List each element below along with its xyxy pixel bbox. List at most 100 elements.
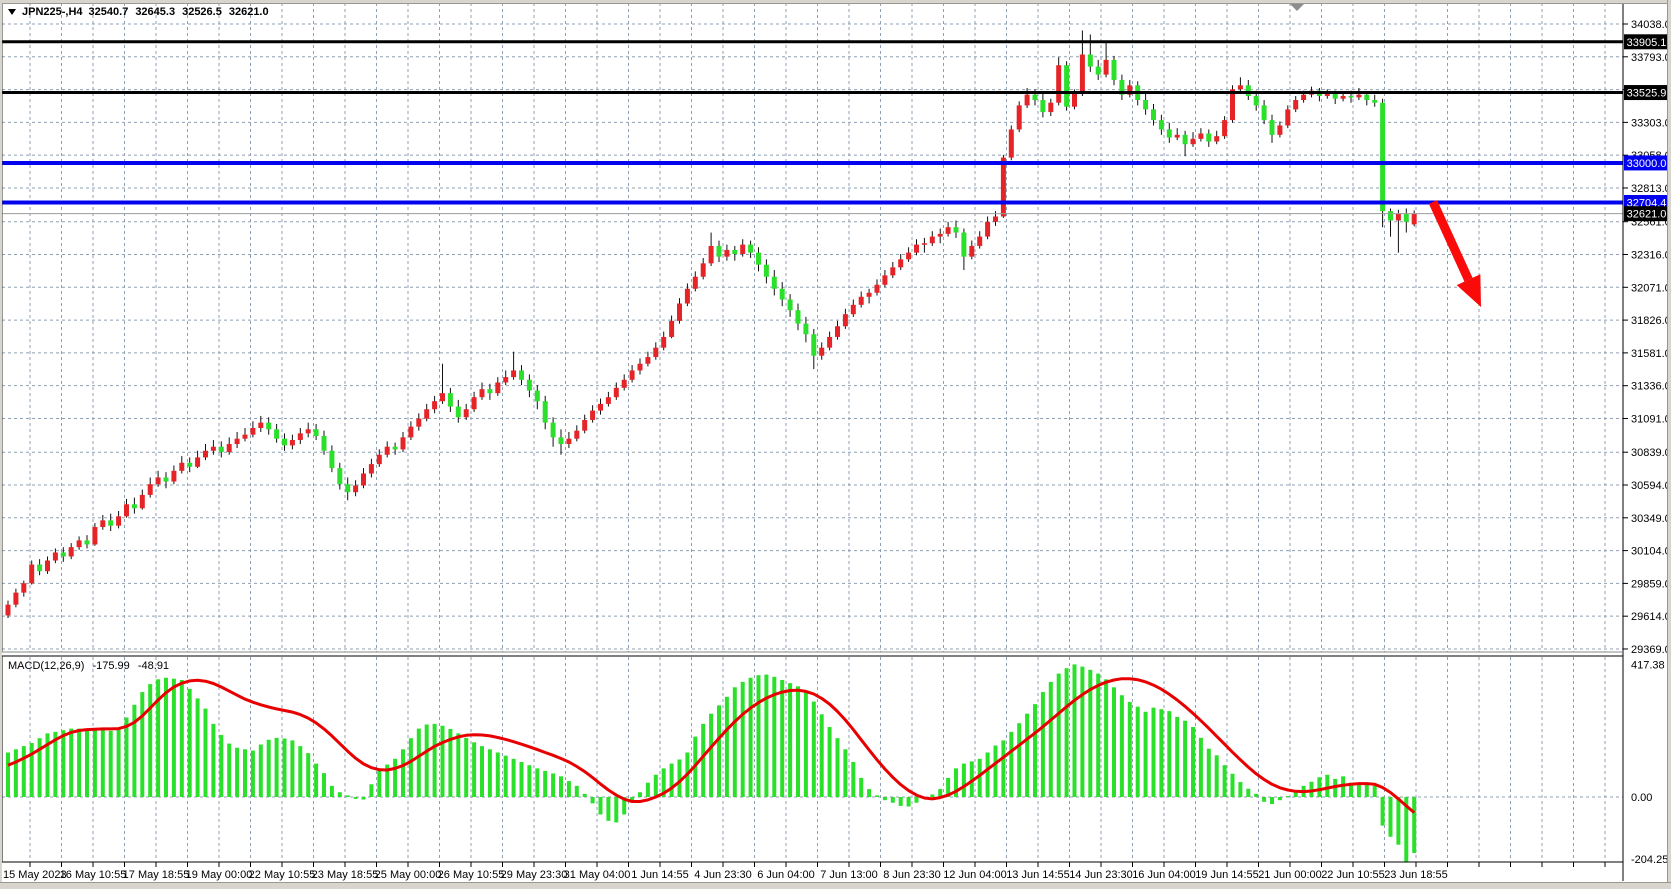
- macd-bar: [630, 797, 635, 802]
- macd-bar: [748, 677, 753, 797]
- macd-bar: [416, 728, 421, 797]
- macd-bar: [353, 797, 358, 799]
- macd-bar: [969, 761, 974, 797]
- price-axis-label: 30104.0: [1631, 546, 1671, 558]
- macd-scale-label: -204.25: [1631, 854, 1668, 866]
- macd-bar: [811, 701, 816, 797]
- candle: [226, 437, 232, 455]
- macd-bar: [1317, 777, 1322, 797]
- macd-bar: [724, 696, 729, 797]
- candle: [1277, 121, 1283, 138]
- time-axis-label: 31 May 04:00: [564, 869, 631, 881]
- macd-bar: [1175, 716, 1180, 797]
- macd-scale-label: 417.38: [1631, 659, 1665, 671]
- time-axis-label: 17 May 18:55: [123, 869, 190, 881]
- candle: [329, 445, 335, 473]
- macd-bar: [37, 738, 42, 797]
- candle: [1206, 129, 1212, 147]
- macd-bar: [187, 688, 192, 797]
- candle: [985, 216, 991, 240]
- candle: [1174, 128, 1180, 141]
- macd-bar: [203, 708, 208, 797]
- candle: [542, 395, 548, 430]
- macd-bar: [329, 785, 334, 797]
- macd-bar: [535, 768, 540, 797]
- macd-bar: [227, 743, 232, 797]
- candle: [819, 342, 825, 360]
- candle: [732, 245, 738, 261]
- macd-bar: [1293, 790, 1298, 797]
- macd-bar: [140, 692, 145, 797]
- macd-bar: [132, 704, 137, 797]
- ohlc-close: 32621.0: [228, 6, 269, 18]
- candle: [234, 431, 240, 449]
- ohlc-low: 32526.5: [182, 6, 222, 18]
- candle: [842, 308, 848, 329]
- macd-bar: [369, 784, 374, 797]
- candle: [969, 240, 975, 260]
- macd-bar: [456, 733, 461, 797]
- time-axis-label: 26 May 10:55: [438, 869, 505, 881]
- candle: [84, 535, 90, 549]
- price-badge-33000.0: 33000.0: [1624, 155, 1669, 171]
- macd-bar: [219, 734, 224, 797]
- macd-bar: [946, 777, 951, 797]
- price-badge-32621.0: 32621.0: [1624, 206, 1669, 222]
- macd-bar: [377, 769, 382, 797]
- macd-bar: [1009, 731, 1014, 797]
- candle: [400, 431, 406, 453]
- ohlc-high: 32645.3: [135, 6, 176, 18]
- macd-bar: [503, 755, 508, 797]
- macd-bar: [495, 752, 500, 797]
- macd-bar: [1017, 723, 1022, 797]
- candle: [661, 331, 667, 351]
- candle: [313, 423, 319, 441]
- candle: [811, 328, 817, 370]
- candle: [906, 247, 912, 262]
- price-axis-label: 29369.0: [1631, 644, 1671, 656]
- macd-bar: [13, 749, 18, 797]
- macd-bar: [1285, 796, 1290, 798]
- macd-bar: [1270, 797, 1274, 804]
- macd-bar: [1151, 707, 1156, 797]
- macd-bar: [1064, 668, 1069, 797]
- candle: [171, 465, 177, 485]
- candle: [163, 472, 169, 489]
- macd-bar: [1119, 695, 1124, 797]
- chart-shift-marker-icon[interactable]: [1290, 4, 1304, 11]
- candle: [708, 232, 714, 267]
- macd-bar: [1380, 797, 1385, 826]
- candle: [361, 468, 366, 489]
- candle: [376, 449, 382, 467]
- candle: [590, 405, 596, 423]
- candle: [1190, 132, 1196, 147]
- svg-text:33525.9: 33525.9: [1627, 88, 1667, 100]
- candle: [1127, 79, 1133, 98]
- macd-bar: [764, 674, 769, 797]
- candle: [1388, 208, 1393, 237]
- candle: [977, 231, 983, 249]
- macd-bar: [638, 792, 642, 797]
- macd-bar: [1412, 797, 1417, 853]
- macd-bar: [116, 729, 121, 797]
- price-badge-33525.9: 33525.9: [1624, 85, 1669, 101]
- macd-bar: [740, 681, 745, 797]
- symbol-dropdown-icon[interactable]: [8, 9, 16, 15]
- candle: [582, 414, 588, 434]
- trend-arrow[interactable]: [1428, 200, 1481, 307]
- candle: [1372, 94, 1378, 107]
- macd-bar: [669, 763, 674, 797]
- macd-bar: [1127, 701, 1132, 797]
- macd-bar: [930, 794, 935, 797]
- candle: [187, 457, 193, 473]
- ohlc-open: 32540.7: [88, 6, 129, 18]
- candle: [179, 456, 185, 474]
- macd-bar: [590, 797, 595, 804]
- candle: [274, 423, 280, 443]
- candle: [629, 365, 635, 383]
- hline-objects[interactable]: [2, 40, 1623, 215]
- candle: [45, 556, 50, 574]
- candle: [52, 548, 58, 564]
- price-axis-label: 31581.0: [1631, 348, 1671, 360]
